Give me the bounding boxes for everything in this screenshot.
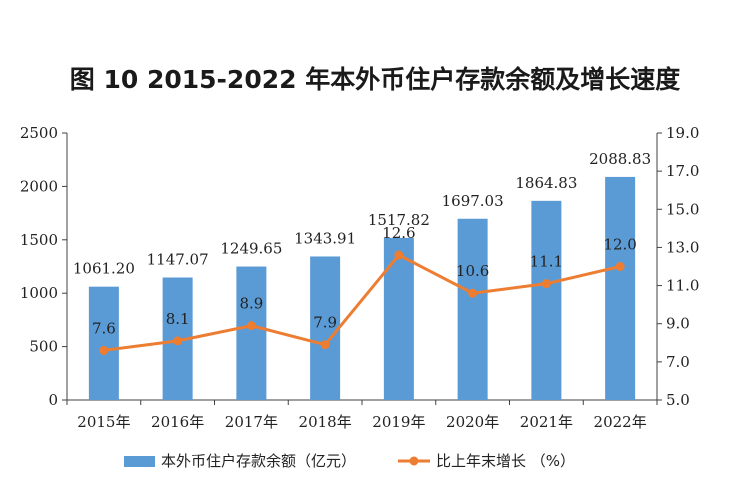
- line-data-label: 10.6: [456, 262, 489, 280]
- legend-bar-swatch: [124, 456, 155, 467]
- line-data-label: 11.1: [530, 253, 563, 271]
- left-axis-tick-label: 2000: [20, 177, 58, 195]
- x-axis-tick-label: 2021年: [520, 413, 573, 431]
- legend-line-label: 比上年末增长 （%）: [436, 452, 575, 470]
- bar: [457, 218, 488, 400]
- right-axis-tick-label: 7.0: [666, 353, 690, 371]
- bar-data-label: 1517.82: [368, 211, 430, 229]
- line-data-label: 7.6: [92, 319, 116, 337]
- bar: [531, 200, 562, 400]
- bar: [310, 256, 341, 400]
- bar-data-label: 2088.83: [589, 150, 651, 168]
- left-axis-tick-label: 500: [29, 338, 58, 356]
- growth-line: [103, 253, 621, 352]
- left-axis-tick-label: 1500: [20, 231, 58, 249]
- bar-data-label: 1249.65: [220, 240, 282, 258]
- line-data-label: 8.1: [166, 310, 190, 328]
- bar-data-label: 1697.03: [442, 192, 504, 210]
- line-point: [541, 279, 551, 289]
- line-data-label: 12.6: [382, 224, 415, 242]
- line-data-label: 7.9: [313, 314, 337, 332]
- x-axis-tick-label: 2015年: [77, 413, 130, 431]
- bar: [383, 237, 414, 400]
- line-point: [320, 340, 330, 350]
- bar-data-label: 1343.91: [294, 229, 356, 247]
- legend-line-marker: [409, 456, 419, 466]
- left-axis-tick-label: 0: [48, 391, 58, 409]
- line-data-label: 8.9: [239, 295, 263, 313]
- right-axis-tick-label: 5.0: [666, 391, 690, 409]
- x-axis-tick-label: 2017年: [225, 413, 278, 431]
- legend-bar-label: 本外币住户存款余额（亿元）: [161, 452, 356, 470]
- bar: [88, 286, 119, 400]
- line-point: [615, 262, 625, 271]
- right-axis-tick-label: 9.0: [666, 315, 690, 333]
- right-axis-tick-label: 19.0: [666, 124, 699, 142]
- right-axis-tick-label: 11.0: [666, 277, 699, 295]
- left-axis-tick-label: 1000: [20, 284, 58, 302]
- line-point: [99, 345, 109, 355]
- x-axis-tick-label: 2019年: [372, 413, 425, 431]
- bar-data-label: 1864.83: [515, 174, 577, 192]
- line-point: [394, 250, 404, 260]
- right-axis-tick-label: 17.0: [666, 162, 699, 180]
- bar: [236, 266, 267, 400]
- left-axis-tick-label: 2500: [20, 124, 58, 142]
- line-data-label: 12.0: [603, 236, 636, 254]
- right-axis-tick-label: 13.0: [666, 238, 699, 256]
- x-axis-tick-label: 2016年: [151, 413, 204, 431]
- chart-title: 图 10 2015-2022 年本外币住户存款余额及增长速度: [69, 65, 681, 94]
- bar-data-label: 1147.07: [147, 250, 209, 268]
- right-axis-tick-label: 15.0: [666, 200, 699, 218]
- x-axis-tick-label: 2022年: [594, 413, 647, 431]
- line-point: [173, 336, 183, 346]
- line-point: [246, 321, 256, 331]
- line-point: [468, 288, 478, 298]
- bar: [605, 176, 636, 400]
- x-axis-tick-label: 2020年: [446, 413, 499, 431]
- x-axis-tick-label: 2018年: [299, 413, 352, 431]
- bar-data-label: 1061.20: [73, 260, 135, 278]
